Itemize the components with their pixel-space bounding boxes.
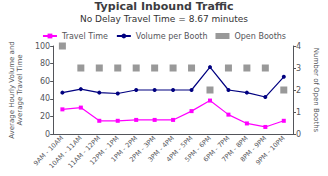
svg-text:2PM - 3PM: 2PM - 3PM: [128, 134, 158, 164]
svg-text:10AM - 11AM: 10AM - 11AM: [47, 134, 84, 171]
svg-text:4PM - 5PM: 4PM - 5PM: [164, 134, 195, 164]
svg-text:9PM - 10PM: 9PM - 10PM: [254, 134, 286, 166]
svg-text:Volume per Booth: Volume per Booth: [136, 32, 208, 41]
svg-text:2: 2: [296, 86, 301, 95]
svg-text:Typical Inbound Traffic: Typical Inbound Traffic: [94, 0, 233, 13]
svg-text:80: 80: [40, 59, 50, 68]
svg-text:0: 0: [45, 130, 50, 139]
svg-text:4: 4: [296, 42, 301, 51]
svg-text:Travel Time: Travel Time: [61, 32, 108, 41]
svg-text:11AM - 12PM: 11AM - 12PM: [66, 134, 103, 170]
svg-text:Average Hourly Volume and: Average Hourly Volume and: [8, 41, 16, 139]
svg-text:20: 20: [40, 112, 50, 121]
svg-text:3PM - 4PM: 3PM - 4PM: [146, 134, 176, 164]
svg-text:3: 3: [296, 64, 301, 73]
svg-text:7PM - 8PM: 7PM - 8PM: [220, 134, 250, 164]
svg-text:0: 0: [296, 130, 301, 139]
svg-text:Number of Open Booths: Number of Open Booths: [312, 48, 320, 133]
svg-text:Open Booths: Open Booths: [234, 32, 286, 41]
svg-text:12PM - 1PM: 12PM - 1PM: [88, 134, 121, 167]
svg-text:6PM - 7PM: 6PM - 7PM: [201, 134, 232, 164]
svg-text:60: 60: [40, 77, 50, 86]
svg-text:100: 100: [35, 42, 50, 51]
svg-text:9AM - 10AM: 9AM - 10AM: [32, 134, 66, 168]
svg-text:1PM - 2PM: 1PM - 2PM: [109, 134, 139, 164]
svg-text:40: 40: [40, 94, 50, 103]
svg-text:No Delay Travel Time = 8.67 mi: No Delay Travel Time = 8.67 minutes: [80, 14, 248, 24]
svg-text:Average Travel Time: Average Travel Time: [16, 54, 24, 125]
svg-text:1: 1: [296, 108, 301, 117]
svg-text:5PM - 6PM: 5PM - 6PM: [183, 134, 213, 164]
svg-text:8PM - 9PM: 8PM - 9PM: [238, 134, 269, 164]
